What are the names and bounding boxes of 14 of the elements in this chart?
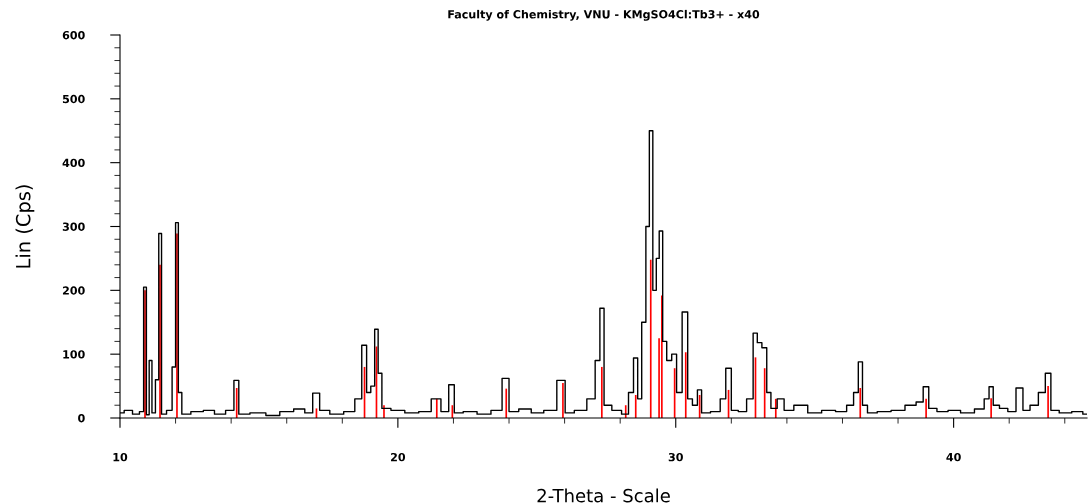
x-tick-label: 10 (113, 452, 128, 462)
x-tick-label: 20 (391, 452, 406, 462)
chart-title: Faculty of Chemistry, VNU - KMgSO4Cl:Tb3+ - x40 (448, 9, 760, 21)
y-tick-label: 300 (62, 222, 85, 231)
x-tick-label: 40 (946, 452, 961, 462)
y-tick-label: 100 (63, 350, 85, 359)
y-axis-title: Lin (Cps) (15, 185, 35, 268)
y-tick-label: 200 (62, 286, 85, 295)
x-axis-title: 2-Theta - Scale (537, 488, 670, 503)
y-tick-label: 600 (62, 30, 85, 40)
y-tick-label: 400 (62, 158, 85, 168)
x-tick-label: 30 (668, 452, 683, 462)
y-tick-label: 0 (78, 413, 85, 423)
y-tick-label: 500 (62, 94, 85, 104)
